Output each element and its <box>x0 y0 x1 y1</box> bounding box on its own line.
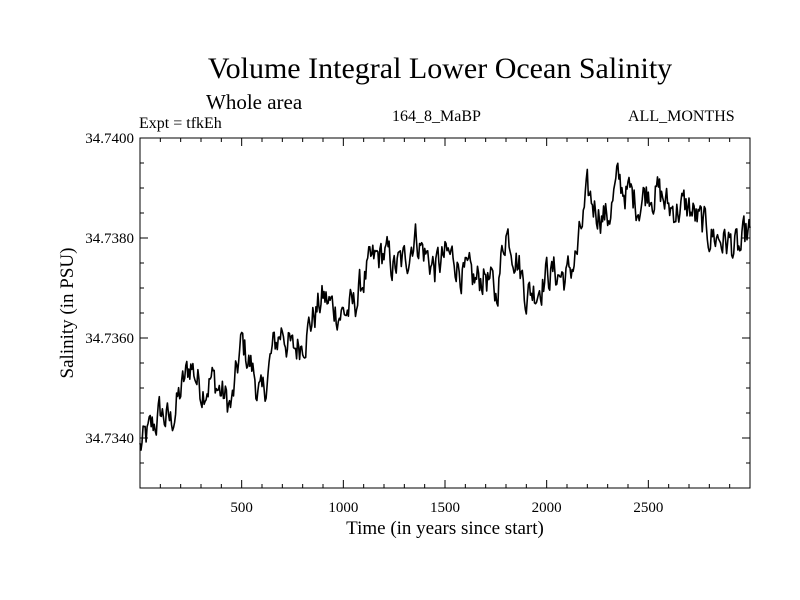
chart-subtitle: Whole area <box>206 90 303 114</box>
y-tick-label: 34.7380 <box>85 231 134 247</box>
period-label: ALL_MONTHS <box>628 108 735 125</box>
x-tick-label: 500 <box>230 500 253 516</box>
x-tick-label: 1000 <box>328 500 358 516</box>
axis-ticks <box>140 138 750 488</box>
y-tick-label: 34.7360 <box>85 331 134 347</box>
y-tick-label: 34.7400 <box>85 131 134 147</box>
series-line-0 <box>139 162 751 451</box>
plot-frame <box>139 137 751 489</box>
x-tick-label: 2500 <box>633 500 663 516</box>
series-layer <box>139 162 751 451</box>
experiment-label: Expt = tfkEh <box>139 115 222 132</box>
chart-title: Volume Integral Lower Ocean Salinity <box>207 52 673 85</box>
y-tick-label: 34.7340 <box>85 431 134 447</box>
x-tick-label: 2000 <box>532 500 562 516</box>
x-tick-label: 1500 <box>430 500 460 516</box>
x-axis-label: Time (in years since start) <box>346 518 544 539</box>
axis-tick-labels: 500 1000 1500 2000 2500 34.7340 34.7360 34.7380… <box>85 131 663 516</box>
run-label: 164_8_MaBP <box>392 108 481 125</box>
